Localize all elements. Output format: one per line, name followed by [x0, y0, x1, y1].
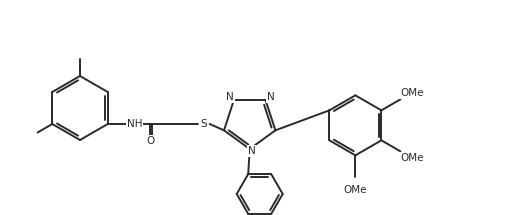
Text: O: O — [147, 136, 155, 146]
Text: N: N — [267, 92, 275, 102]
Text: N: N — [226, 92, 234, 102]
Text: NH: NH — [127, 119, 142, 129]
Text: OMe: OMe — [400, 88, 423, 98]
Text: N: N — [248, 146, 256, 156]
Text: OMe: OMe — [400, 153, 423, 163]
Text: S: S — [200, 119, 207, 129]
Text: OMe: OMe — [344, 185, 367, 195]
